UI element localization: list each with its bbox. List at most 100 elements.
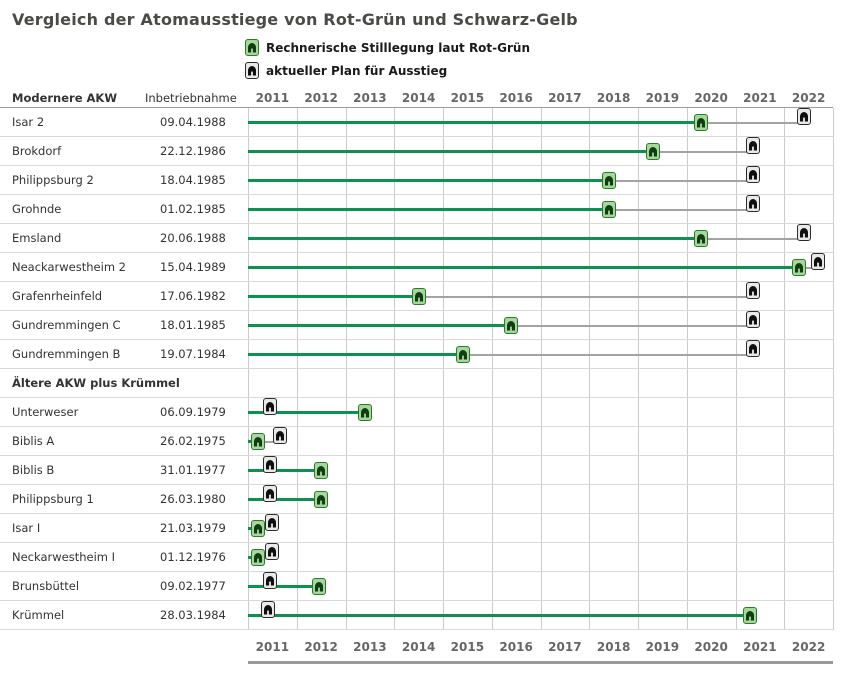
year-tick-label: 2014 xyxy=(401,640,436,654)
plan-marker-icon xyxy=(265,514,280,531)
plant-name-label: Grohnde xyxy=(12,202,62,216)
gridline xyxy=(443,108,444,630)
gridline xyxy=(491,108,493,630)
year-tick-label: 2016 xyxy=(499,640,533,654)
commissioning-date: 18.04.1985 xyxy=(160,173,226,187)
rotgruen-line xyxy=(248,179,609,182)
plan-marker-icon xyxy=(796,224,811,241)
plan-marker-icon xyxy=(260,601,275,618)
rotgruen-line xyxy=(248,498,322,501)
year-tick-label: 2021 xyxy=(743,640,777,654)
gridline xyxy=(540,108,542,630)
plant-name-label: Brokdorf xyxy=(12,144,62,158)
year-tick-label: 2019 xyxy=(645,640,680,654)
year-tick-label: 2011 xyxy=(255,91,290,105)
legend: Rechnerische Stilllegung laut Rot-Grün a… xyxy=(245,36,530,82)
plant-name-label: Brunsbüttel xyxy=(12,579,80,593)
table-row: Gundremmingen C 18.01.1985 xyxy=(0,311,833,340)
year-tick-label: 2013 xyxy=(353,91,387,105)
table-row: Brokdorf 22.12.1986 xyxy=(0,137,833,166)
table-row: Emsland 20.06.1988 xyxy=(0,224,833,253)
legend-label-rotgruen: Rechnerische Stilllegung laut Rot-Grün xyxy=(266,40,530,55)
plan-marker-icon xyxy=(811,253,826,270)
rotgruen-line xyxy=(248,353,463,356)
legend-item-plan: aktueller Plan für Ausstieg xyxy=(245,59,530,82)
rotgruen-marker-icon xyxy=(743,607,758,624)
column-header-row: Modernere AKW Inbetriebnahme 2011 2012 201… xyxy=(0,88,833,108)
rotgruen-marker-icon xyxy=(314,491,329,508)
rotgruen-line xyxy=(248,295,419,298)
year-tick-label: 2015 xyxy=(450,640,485,654)
legend-item-rotgruen: Rechnerische Stilllegung laut Rot-Grün xyxy=(245,36,530,59)
rotgruen-marker-icon xyxy=(250,549,265,566)
axis-bottom-line xyxy=(248,661,833,664)
plant-name-label: Philippsburg 2 xyxy=(12,173,94,187)
plan-marker-icon xyxy=(262,572,277,589)
table-row: Neckarwestheim I 01.12.1976 xyxy=(0,543,833,572)
commissioning-date: 18.01.1985 xyxy=(160,318,226,332)
year-tick-label: 2016 xyxy=(499,91,533,105)
plan-marker-icon xyxy=(272,427,287,444)
rotgruen-marker-icon xyxy=(250,520,265,537)
rotgruen-line xyxy=(248,237,702,240)
gridline xyxy=(345,108,347,630)
plan-marker-icon xyxy=(745,137,760,154)
gridline xyxy=(735,108,737,630)
dark-plant-icon xyxy=(245,62,259,79)
year-tick-label: 2018 xyxy=(596,91,631,105)
year-tick-label: 2017 xyxy=(548,91,582,105)
plant-name-label: Krümmel xyxy=(12,608,65,622)
plant-name-label: Emsland xyxy=(12,231,62,245)
rotgruen-marker-icon xyxy=(601,201,616,218)
year-tick-label: 2021 xyxy=(743,91,777,105)
plant-name-label: Isar I xyxy=(12,521,41,535)
plan-marker-icon xyxy=(745,166,760,183)
year-tick-label: 2017 xyxy=(548,640,582,654)
year-tick-label: 2019 xyxy=(645,91,680,105)
table-row: Philippsburg 1 26.03.1980 xyxy=(0,485,833,514)
plan-marker-icon xyxy=(745,282,760,299)
rotgruen-line xyxy=(248,324,512,327)
rotgruen-marker-icon xyxy=(791,259,806,276)
plan-marker-icon xyxy=(745,195,760,212)
table-row: Philippsburg 2 18.04.1985 xyxy=(0,166,833,195)
plant-name-label: Gundremmingen B xyxy=(12,347,121,361)
rotgruen-marker-icon xyxy=(314,462,329,479)
rotgruen-marker-icon xyxy=(504,317,519,334)
rotgruen-marker-icon xyxy=(645,143,660,160)
plant-name-label: Philippsburg 1 xyxy=(12,492,94,506)
page-title: Vergleich der Atomausstiege von Rot-Grün… xyxy=(12,10,578,29)
plant-name-label: Gundremmingen C xyxy=(12,318,121,332)
table-row: Gundremmingen B 19.07.1984 xyxy=(0,340,833,369)
gridline xyxy=(686,108,688,630)
commissioning-date: 31.01.1977 xyxy=(160,463,226,477)
rotgruen-line xyxy=(248,614,751,617)
plant-name-label: Isar 2 xyxy=(12,115,45,129)
year-tick-label: 2012 xyxy=(304,91,338,105)
year-tick-label: 2013 xyxy=(353,640,387,654)
year-tick-label: 2020 xyxy=(694,640,728,654)
rotgruen-line xyxy=(248,121,702,124)
commissioning-date: 09.04.1988 xyxy=(160,115,226,129)
gridline xyxy=(296,108,298,630)
rotgruen-line xyxy=(248,411,365,414)
plan-marker-icon xyxy=(745,311,760,328)
commissioning-date: 26.03.1980 xyxy=(160,492,226,506)
commissioning-date: 01.02.1985 xyxy=(160,202,226,216)
year-tick-label: 2022 xyxy=(791,640,826,654)
commissioning-date: 21.03.1979 xyxy=(160,521,226,535)
table-row: Unterweser 06.09.1979 xyxy=(0,398,833,427)
year-tick-label: 2018 xyxy=(596,640,631,654)
rotgruen-marker-icon xyxy=(250,433,265,450)
section-header-row: Ältere AKW plus Krümmel xyxy=(0,369,833,398)
table-row: Krümmel 28.03.1984 xyxy=(0,601,833,630)
year-tick-label: 2022 xyxy=(791,91,826,105)
table-row: Brunsbüttel 09.02.1977 xyxy=(0,572,833,601)
gridline xyxy=(638,108,639,630)
rotgruen-marker-icon xyxy=(358,404,372,421)
commissioning-date: 26.02.1975 xyxy=(160,434,226,448)
rotgruen-marker-icon xyxy=(694,114,709,131)
year-tick-label: 2014 xyxy=(401,91,436,105)
rotgruen-line xyxy=(248,150,653,153)
